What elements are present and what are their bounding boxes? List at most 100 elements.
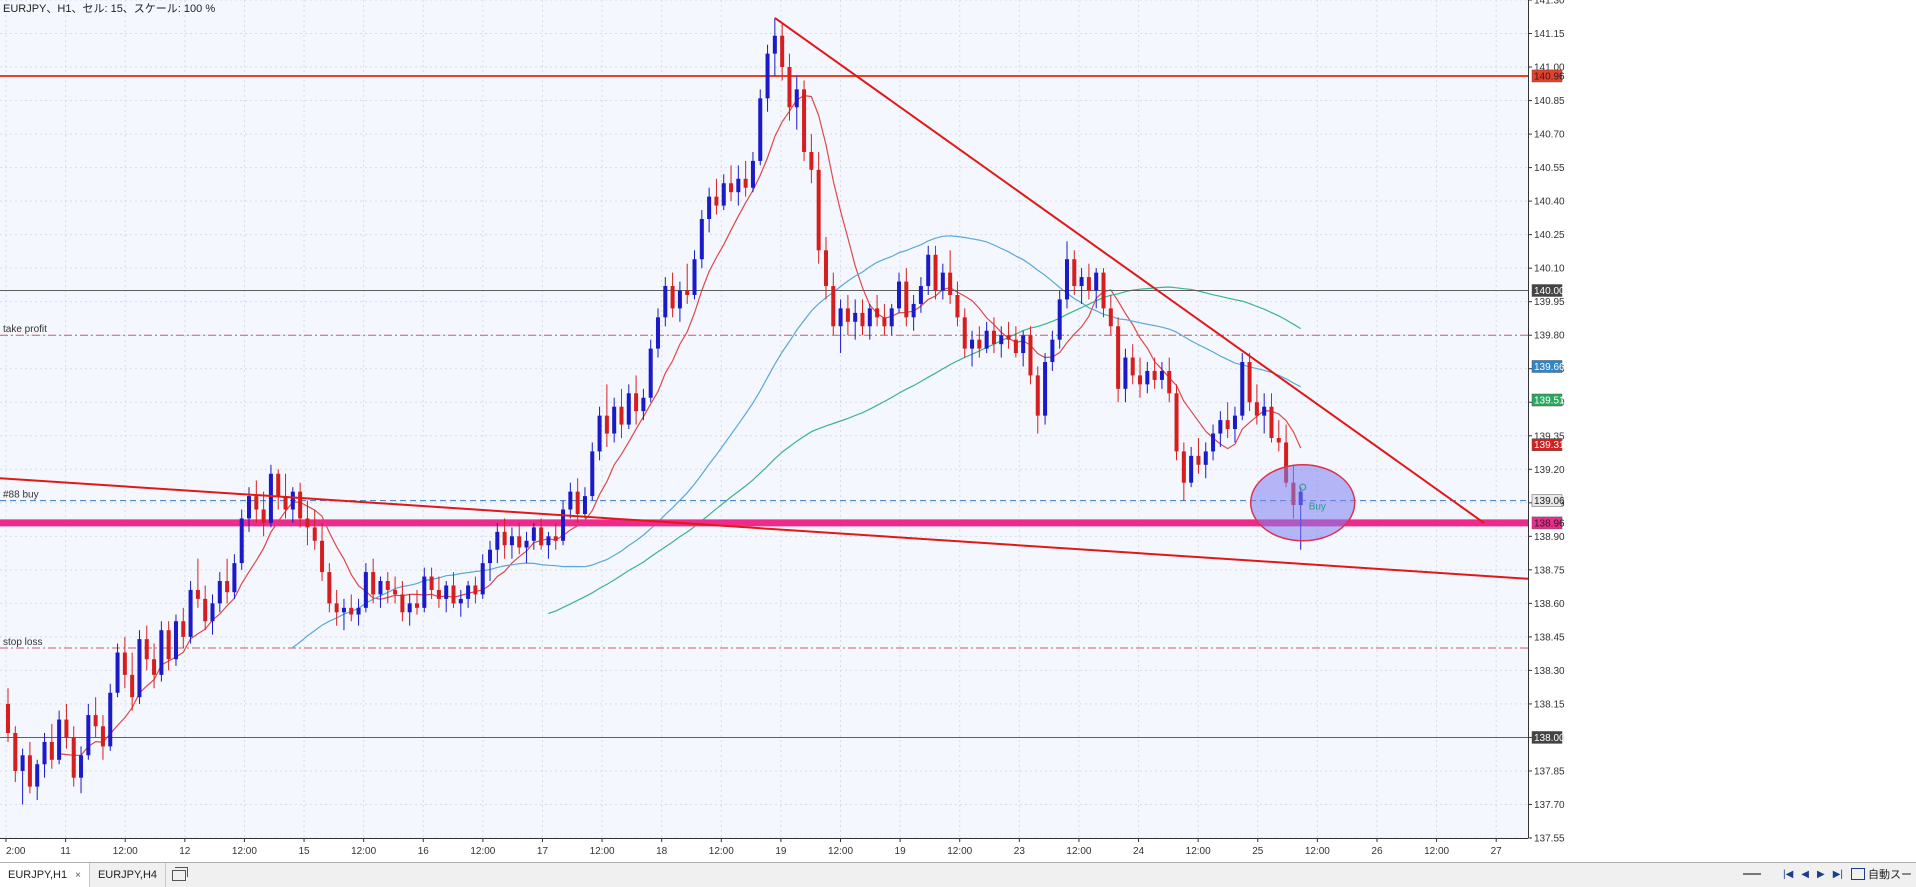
candle-body[interactable] — [699, 218, 704, 260]
candle-body[interactable] — [575, 491, 580, 514]
candle-body[interactable] — [962, 317, 967, 349]
candle-body[interactable] — [1181, 451, 1186, 483]
candle-body[interactable] — [495, 531, 500, 550]
candle-body[interactable] — [619, 406, 624, 425]
candle-body[interactable] — [1130, 357, 1135, 376]
candle-body[interactable] — [823, 250, 828, 287]
candle-body[interactable] — [247, 496, 252, 519]
candle-body[interactable] — [940, 272, 945, 291]
candle-body[interactable] — [1123, 357, 1128, 389]
candle-body[interactable] — [765, 53, 770, 99]
last-bar-icon[interactable]: ▶| — [1832, 868, 1843, 880]
candle-body[interactable] — [926, 254, 931, 287]
candle-body[interactable] — [1043, 362, 1048, 416]
candle-body[interactable] — [115, 652, 120, 693]
candle-body[interactable] — [356, 607, 361, 615]
candle-body[interactable] — [334, 603, 339, 613]
highlight-circle[interactable] — [1249, 464, 1356, 542]
candle-body[interactable] — [772, 35, 777, 54]
candle-body[interactable] — [320, 540, 325, 573]
candle-body[interactable] — [276, 473, 281, 497]
candle-body[interactable] — [692, 259, 697, 295]
candle-body[interactable] — [137, 639, 142, 698]
candle-body[interactable] — [546, 536, 551, 546]
candle-body[interactable] — [729, 183, 734, 193]
candle-body[interactable] — [648, 348, 653, 398]
candle-body[interactable] — [341, 607, 346, 613]
candle-body[interactable] — [502, 531, 507, 546]
candle-body[interactable] — [955, 294, 960, 318]
candle-body[interactable] — [787, 67, 792, 108]
candle-body[interactable] — [400, 594, 405, 613]
candle-body[interactable] — [429, 576, 434, 590]
candle-body[interactable] — [933, 254, 938, 291]
candle-body[interactable] — [57, 719, 62, 760]
candle-body[interactable] — [1240, 362, 1245, 416]
candle-body[interactable] — [436, 589, 441, 599]
candle-body[interactable] — [458, 598, 463, 604]
candle-body[interactable] — [64, 719, 69, 738]
candle-body[interactable] — [1254, 402, 1259, 416]
candle-body[interactable] — [641, 397, 646, 412]
candle-body[interactable] — [875, 308, 880, 318]
candle-body[interactable] — [780, 35, 785, 68]
candle-body[interactable] — [1262, 406, 1267, 416]
candle-body[interactable] — [597, 415, 602, 452]
candle-body[interactable] — [1138, 375, 1143, 385]
candle-body[interactable] — [838, 308, 843, 327]
candle-body[interactable] — [152, 659, 157, 675]
candle-body[interactable] — [327, 572, 332, 604]
candle-body[interactable] — [809, 151, 814, 170]
candle-body[interactable] — [1159, 370, 1164, 380]
candle-body[interactable] — [210, 603, 215, 622]
candle-body[interactable] — [634, 393, 639, 412]
candle-body[interactable] — [999, 335, 1004, 345]
candle-body[interactable] — [897, 281, 902, 309]
candle-body[interactable] — [451, 585, 456, 604]
candle-body[interactable] — [568, 491, 573, 510]
candle-body[interactable] — [35, 764, 40, 787]
candle-body[interactable] — [816, 169, 821, 251]
candle-body[interactable] — [1203, 451, 1208, 465]
candle-body[interactable] — [524, 540, 529, 548]
candle-body[interactable] — [371, 572, 376, 595]
candle-body[interactable] — [685, 290, 690, 295]
candle-body[interactable] — [422, 576, 427, 608]
tab-eurjpy-h1[interactable]: EURJPY,H1 × — [0, 863, 90, 887]
candle-body[interactable] — [677, 290, 682, 309]
candle-body[interactable] — [1064, 259, 1069, 300]
candle-body[interactable] — [882, 317, 887, 327]
candle-body[interactable] — [1189, 455, 1194, 483]
candle-body[interactable] — [1232, 415, 1237, 430]
candle-body[interactable] — [13, 732, 18, 771]
candle-body[interactable] — [750, 160, 755, 188]
candle-body[interactable] — [1218, 420, 1223, 434]
candle-body[interactable] — [86, 715, 91, 756]
candle-body[interactable] — [612, 406, 617, 434]
candle-body[interactable] — [918, 286, 923, 304]
candle-body[interactable] — [349, 607, 354, 615]
candle-body[interactable] — [1072, 259, 1077, 287]
candle-body[interactable] — [663, 286, 668, 318]
candle-body[interactable] — [27, 755, 32, 787]
candle-body[interactable] — [1174, 393, 1179, 452]
candle-body[interactable] — [1269, 406, 1274, 438]
trendline-descending[interactable] — [774, 17, 1485, 524]
candle-body[interactable] — [655, 317, 661, 349]
candle-body[interactable] — [867, 308, 872, 327]
candle-body[interactable] — [714, 196, 719, 206]
candle-body[interactable] — [239, 518, 244, 564]
candle-body[interactable] — [283, 496, 288, 510]
candle-body[interactable] — [488, 549, 493, 564]
candle-body[interactable] — [261, 509, 266, 523]
candle-body[interactable] — [802, 89, 807, 152]
candle-body[interactable] — [561, 509, 566, 541]
candle-body[interactable] — [553, 536, 558, 541]
scroll-left-icon[interactable]: ◀ — [1801, 868, 1809, 880]
candle-body[interactable] — [1035, 375, 1040, 416]
candle-body[interactable] — [1196, 455, 1201, 465]
candle-body[interactable] — [93, 715, 98, 727]
candle-body[interactable] — [203, 598, 208, 622]
candle-body[interactable] — [393, 589, 398, 595]
candle-body[interactable] — [539, 527, 544, 546]
